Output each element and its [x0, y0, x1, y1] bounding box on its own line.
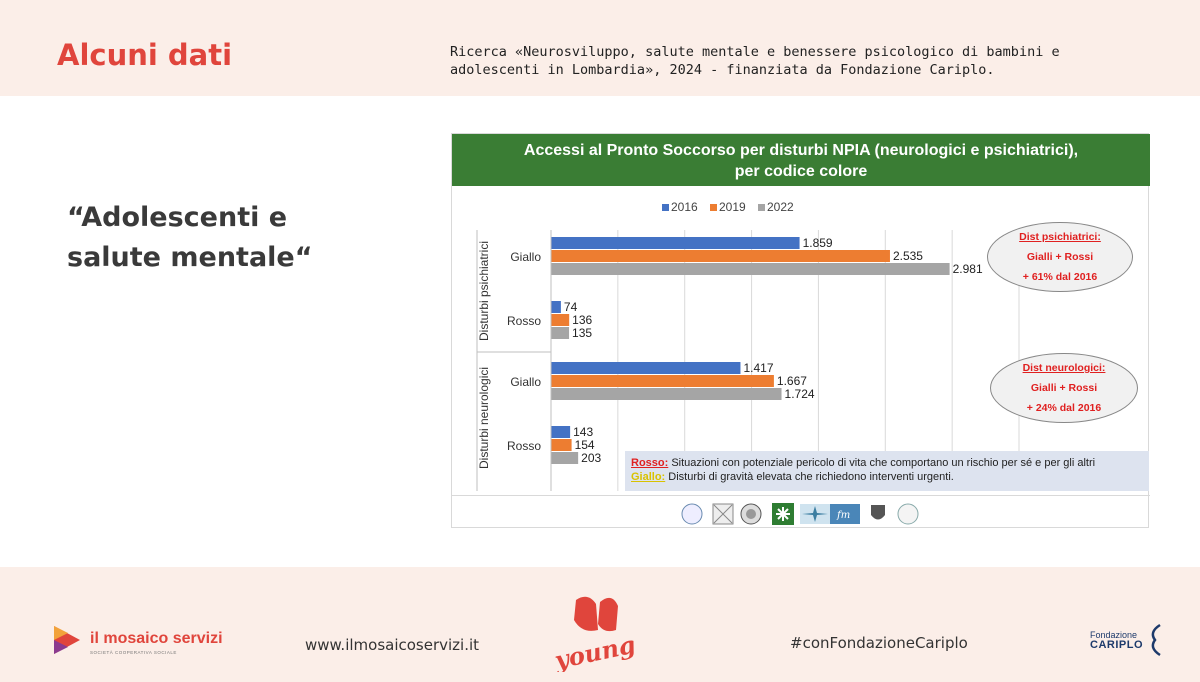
- star-logo: [800, 504, 830, 524]
- category-label: Rosso: [507, 314, 541, 328]
- legend-label: 2019: [719, 200, 746, 214]
- giallo-label: Giallo:: [631, 471, 666, 483]
- data-label: 2.535: [893, 249, 923, 263]
- brand-subtitle: SOCIETÀ COOPERATIVA SOCIALE: [90, 650, 177, 655]
- annotation-psichiatrici-change: + 61% dal 2016: [1022, 271, 1098, 283]
- bar: [551, 314, 570, 326]
- data-label: 136: [572, 313, 592, 327]
- chart-frame: Accessi al Pronto Soccorso per disturbi …: [451, 133, 1150, 529]
- category-label: Giallo: [510, 250, 541, 264]
- bar: [551, 388, 782, 400]
- category-label: Rosso: [507, 439, 541, 453]
- data-label: 1.417: [743, 361, 773, 375]
- legend-label: 2022: [767, 200, 794, 214]
- color-key-rosso: Rosso: Situazioni con potenziale pericol…: [631, 456, 1149, 470]
- fondazione-label: Fondazione: [1090, 630, 1138, 640]
- annotation-psichiatrici-sub: Gialli + Rossi: [1026, 251, 1094, 263]
- bar: [551, 237, 800, 249]
- cariplo-mark-icon: [1151, 623, 1161, 657]
- svg-text:young: young: [551, 630, 638, 672]
- rosso-text: Situazioni con potenziale pericolo di vi…: [668, 457, 1096, 469]
- color-key-giallo: Giallo: Disturbi di gravità elevata che …: [631, 470, 1149, 484]
- rosso-label: Rosso:: [631, 457, 669, 469]
- annotation-psichiatrici-title: Dist psichiatrici:: [1019, 231, 1101, 243]
- brand-name: il mosaico servizi: [90, 630, 223, 647]
- crest-logo: [871, 505, 885, 520]
- source-note: Ricerca «Neurosviluppo, salute mentale e…: [450, 44, 1060, 78]
- legend-swatch: [758, 204, 765, 211]
- partner-logos: fm: [452, 495, 1150, 529]
- bar: [551, 263, 950, 275]
- group-label: Disturbi neurologici: [477, 367, 491, 469]
- annotation-neurologici-title: Dist neurologici:: [1022, 362, 1106, 374]
- annotation-neurologici: Dist neurologici: Gialli + Rossi + 24% d…: [990, 353, 1138, 423]
- data-label: 1.667: [777, 374, 807, 388]
- cariplo-label: CARIPLO: [1090, 639, 1143, 651]
- chart-title-line1: Accessi al Pronto Soccorso per disturbi …: [523, 142, 1079, 159]
- annotation-neurologici-sub: Gialli + Rossi: [1030, 382, 1098, 394]
- chart-title-line2: per codice colore: [734, 163, 868, 180]
- color-key: Rosso: Situazioni con potenziale pericol…: [625, 451, 1149, 491]
- category-label: Giallo: [510, 375, 541, 389]
- bar: [551, 452, 579, 464]
- seal-logo-1: [681, 503, 703, 525]
- legend-swatch: [710, 204, 717, 211]
- slide-title: Alcuni dati: [57, 38, 233, 72]
- bar: [551, 375, 774, 387]
- data-label: 74: [564, 300, 578, 314]
- data-label: 2.981: [953, 262, 983, 276]
- chart-title: Accessi al Pronto Soccorso per disturbi …: [452, 134, 1150, 186]
- seal-logo-2: [740, 503, 762, 525]
- bar: [551, 426, 571, 438]
- bar: [551, 327, 570, 339]
- lombardia-logo: [772, 503, 794, 525]
- data-label: 1.724: [785, 387, 815, 401]
- data-label: 203: [581, 451, 601, 465]
- giallo-text: Disturbi di gravità elevata che richiedo…: [665, 471, 954, 483]
- bar: [551, 439, 572, 451]
- young-project-logo: young: [551, 596, 638, 672]
- data-label: 154: [575, 438, 595, 452]
- group-label: Disturbi psichiatrici: [477, 241, 491, 341]
- bar: [551, 250, 890, 262]
- data-label: 1.859: [803, 236, 833, 250]
- quote-text: “Adolescenti e salute mentale“: [67, 202, 313, 273]
- bar-chart: 2016 2019 2022 Giallo 1.859 2.535 2.981 Rosso 74…: [476, 200, 1020, 491]
- svg-text:fm: fm: [836, 510, 850, 521]
- cross-logo: [712, 503, 734, 525]
- bar: [551, 362, 741, 374]
- header-band: [0, 0, 1200, 96]
- mosaico-logo-icon: [54, 626, 80, 654]
- data-label: 135: [572, 326, 592, 340]
- bar: [551, 301, 561, 313]
- annotation-psichiatrici: Dist psichiatrici: Gialli + Rossi + 61% …: [987, 222, 1133, 292]
- website-link[interactable]: www.ilmosaicoservizi.it: [305, 636, 480, 654]
- legend-label: 2016: [671, 200, 698, 214]
- seal-logo-3: [897, 503, 919, 525]
- fm-logo: fm: [830, 504, 860, 524]
- data-label: 143: [573, 425, 593, 439]
- hashtag: #conFondazioneCariplo: [790, 634, 968, 652]
- annotation-neurologici-change: + 24% dal 2016: [1026, 402, 1102, 414]
- legend-swatch: [662, 204, 669, 211]
